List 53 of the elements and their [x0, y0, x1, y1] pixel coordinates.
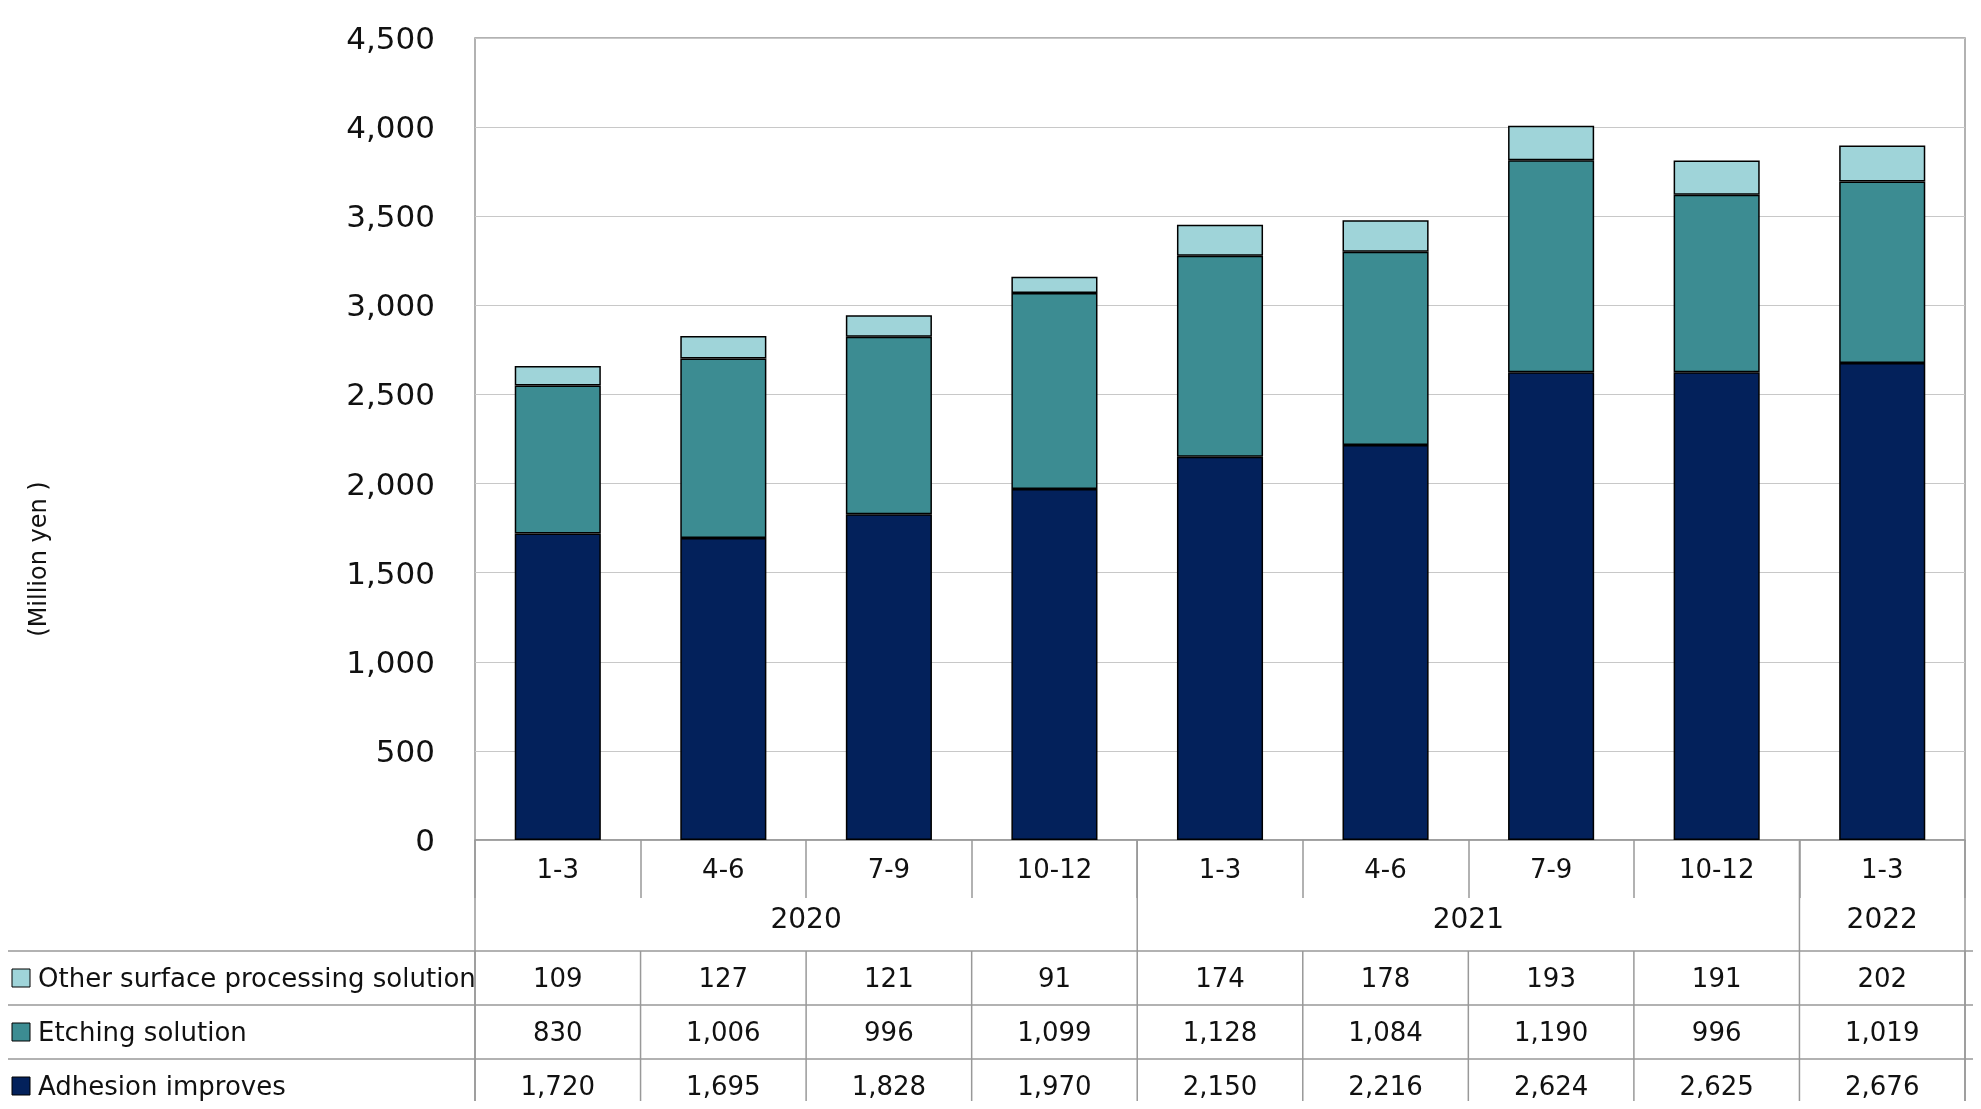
y-tick-label: 3,000 [346, 287, 435, 324]
data-label: 1,128 [1182, 1017, 1258, 1047]
data-label: 996 [864, 1017, 914, 1047]
data-label: 1,006 [686, 1017, 761, 1047]
data-label: 1,099 [1017, 1017, 1092, 1047]
x-tick-label: 7-9 [1529, 854, 1573, 884]
legend-label: Adhesion improves [38, 1071, 286, 1101]
y-tick-label: 2,000 [346, 465, 435, 502]
data-label: 202 [1857, 963, 1908, 993]
data-label: 1,828 [851, 1071, 927, 1101]
data-label: 1,970 [1017, 1071, 1092, 1101]
x-tick-label: 1-3 [536, 854, 580, 884]
data-label: 1,190 [1513, 1017, 1589, 1047]
text: (Million yen ) [24, 481, 52, 637]
y-tick-label: 1,000 [346, 643, 435, 680]
x-tick-label: 10-12 [1678, 854, 1755, 884]
data-label: 178 [1360, 963, 1411, 993]
data-label: 121 [864, 963, 914, 993]
data-label: 191 [1691, 963, 1742, 993]
data-label: 1,019 [1845, 1017, 1920, 1047]
y-tick-label: 500 [375, 732, 435, 769]
data-label: 174 [1195, 963, 1245, 993]
x-tick-label: 4-6 [702, 854, 745, 884]
data-label: 1,720 [520, 1071, 595, 1101]
data-label: 2,676 [1845, 1071, 1920, 1101]
data-label: 193 [1526, 963, 1576, 993]
x-tick-label: 1-3 [1198, 854, 1242, 884]
data-label: 1,695 [686, 1071, 761, 1101]
data-label: 2,625 [1679, 1071, 1754, 1101]
y-tick-label: 4,000 [346, 109, 435, 146]
data-label: 996 [1691, 1017, 1742, 1047]
data-label: 109 [532, 963, 583, 993]
data-label: 1,084 [1348, 1017, 1423, 1047]
x-tick-label: 4-6 [1364, 854, 1407, 884]
x-tick-label: 1-3 [1860, 854, 1904, 884]
text: 2021 [1432, 901, 1504, 935]
data-label: 830 [532, 1017, 583, 1047]
data-label: 2,624 [1513, 1071, 1589, 1101]
y-tick-label: 0 [415, 822, 435, 858]
y-tick-label: 4,500 [346, 20, 435, 56]
x-tick-label: 10-12 [1016, 854, 1093, 884]
data-label: 2,150 [1182, 1071, 1258, 1101]
legend-label: Etching solution [38, 1017, 247, 1047]
text: 2022 [1846, 901, 1918, 935]
y-tick-label: 3,500 [346, 198, 435, 235]
legend-label: Other surface processing solution [38, 963, 476, 993]
data-label: 91 [1037, 963, 1071, 993]
y-tick-label: 2,500 [346, 376, 435, 413]
y-tick-label: 1,500 [346, 554, 435, 591]
data-label: 2,216 [1348, 1071, 1423, 1101]
text: 2020 [770, 901, 842, 935]
data-label: 127 [698, 963, 749, 993]
x-tick-label: 7-9 [867, 854, 911, 884]
